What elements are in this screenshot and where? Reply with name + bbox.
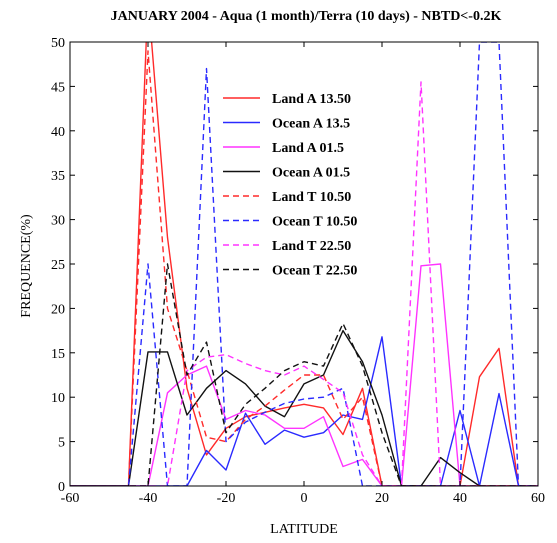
y-tick-label: 35 — [51, 169, 65, 184]
y-tick-label: 10 — [51, 391, 65, 406]
legend-label-6: Land T 22.50 — [272, 239, 351, 254]
y-tick-label: 5 — [58, 436, 65, 451]
y-tick-label: 30 — [51, 214, 65, 229]
series-line-4 — [70, 50, 538, 486]
y-tick-label: 0 — [58, 480, 65, 495]
y-tick-label: 40 — [51, 125, 65, 140]
x-tick-label: 60 — [531, 491, 545, 506]
y-axis-label: FREQUENCE(%) — [19, 214, 34, 318]
y-tick-label: 45 — [51, 80, 65, 95]
x-tick-label: 40 — [453, 491, 467, 506]
series-line-6 — [70, 81, 538, 486]
x-tick-label: 0 — [301, 491, 308, 506]
legend-label-0: Land A 13.50 — [272, 92, 351, 107]
legend-label-2: Land A 01.5 — [272, 141, 344, 156]
x-tick-label: -20 — [217, 491, 236, 506]
x-axis-label: LATITUDE — [270, 522, 338, 537]
y-tick-label: 20 — [51, 302, 65, 317]
x-tick-label: 20 — [375, 491, 389, 506]
x-tick-label: -60 — [61, 491, 80, 506]
y-tick-label: 15 — [51, 347, 65, 362]
series-line-2 — [70, 263, 538, 486]
series-line-1 — [70, 336, 538, 486]
series-line-3 — [70, 329, 538, 486]
y-tick-label: 50 — [51, 36, 65, 51]
chart-title: JANUARY 2004 - Aqua (1 month)/Terra (10 … — [111, 9, 502, 24]
x-tick-label: -40 — [139, 491, 158, 506]
axis-ticks: -60 -40 -20 0 20 40 60 0 5 10 15 20 25 30 35 40 45 50 — [51, 36, 545, 506]
series-line-7 — [70, 263, 538, 486]
legend-label-5: Ocean T 10.50 — [272, 215, 357, 230]
y-tick-label: 25 — [51, 258, 65, 273]
legend-label-4: Land T 10.50 — [272, 190, 351, 205]
legend-label-1: Ocean A 13.5 — [272, 117, 350, 132]
series-line-5 — [70, 42, 538, 486]
series-line-0 — [70, 42, 538, 486]
legend: Land A 13.50 Ocean A 13.5 Land A 01.5 Ocean… — [223, 92, 357, 279]
legend-label-3: Ocean A 01.5 — [272, 166, 350, 181]
legend-label-7: Ocean T 22.50 — [272, 264, 357, 279]
plot-area — [70, 42, 538, 486]
